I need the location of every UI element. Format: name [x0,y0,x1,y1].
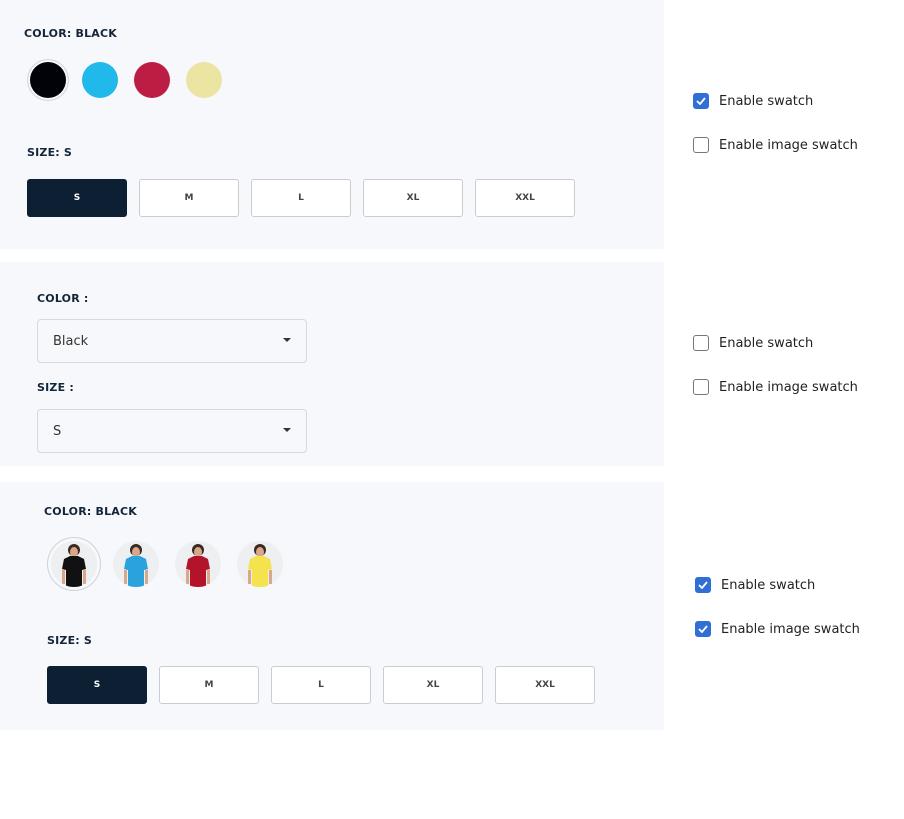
enable-swatch-checkbox[interactable]: Enable swatch [693,93,813,109]
tshirt-model-image [248,544,272,587]
size-button-s[interactable]: S [47,666,147,704]
color-swatch-black[interactable] [30,62,66,98]
checkbox-checked-icon [695,621,711,637]
size-button-m[interactable]: M [139,179,239,217]
size-label: SIZE: S [27,146,73,159]
size-button-l[interactable]: L [271,666,371,704]
enable-swatch-checkbox[interactable]: Enable swatch [695,577,815,593]
image-swatch-red[interactable] [175,541,221,587]
enable-image-swatch-checkbox[interactable]: Enable image swatch [695,621,860,637]
size-button-xl[interactable]: XL [383,666,483,704]
image-swatch-blue[interactable] [113,541,159,587]
checkbox-checked-icon [695,577,711,593]
enable-image-swatch-checkbox[interactable]: Enable image swatch [693,379,858,395]
size-button-s[interactable]: S [27,179,127,217]
checkbox-label: Enable image swatch [719,379,858,395]
size-button-xl[interactable]: XL [363,179,463,217]
enable-image-swatch-checkbox[interactable]: Enable image swatch [693,137,858,153]
caret-down-icon [283,428,291,432]
checkbox-label: Enable image swatch [719,137,858,153]
color-swatch-red[interactable] [134,62,170,98]
checkbox-checked-icon [693,93,709,109]
tshirt-model-image [62,544,86,587]
checkbox-unchecked-icon [693,335,709,351]
dropdown-preview-panel: COLOR : Black SIZE : S [0,262,664,466]
size-button-m[interactable]: M [159,666,259,704]
checkbox-label: Enable swatch [719,93,814,109]
checkbox-unchecked-icon [693,379,709,395]
size-button-xxl[interactable]: XXL [475,179,575,217]
color-label: COLOR: BLACK [24,27,117,40]
color-select-value: Black [53,333,89,349]
color-label: COLOR: BLACK [44,505,137,518]
enable-swatch-checkbox[interactable]: Enable swatch [693,335,813,351]
checkbox-label: Enable swatch [721,577,816,593]
color-swatch-yellow[interactable] [186,62,222,98]
image-swatch-preview-panel: COLOR: BLACK SIZE: S S M L XL XXL [0,482,664,730]
color-swatch-blue[interactable] [82,62,118,98]
caret-down-icon [283,338,291,342]
checkbox-unchecked-icon [693,137,709,153]
checkbox-label: Enable swatch [719,335,814,351]
image-swatch-yellow[interactable] [237,541,283,587]
tshirt-model-image [124,544,148,587]
size-label: SIZE : [37,381,74,394]
color-label: COLOR : [37,292,89,305]
checkbox-label: Enable image swatch [721,621,860,637]
size-select-value: S [53,423,62,439]
swatch-preview-panel: COLOR: BLACK SIZE: S S M L XL XXL [0,0,664,249]
size-label: SIZE: S [47,634,93,647]
size-button-xxl[interactable]: XXL [495,666,595,704]
size-select[interactable]: S [37,409,307,453]
image-swatch-black[interactable] [51,541,97,587]
color-select[interactable]: Black [37,319,307,363]
tshirt-model-image [186,544,210,587]
size-button-l[interactable]: L [251,179,351,217]
